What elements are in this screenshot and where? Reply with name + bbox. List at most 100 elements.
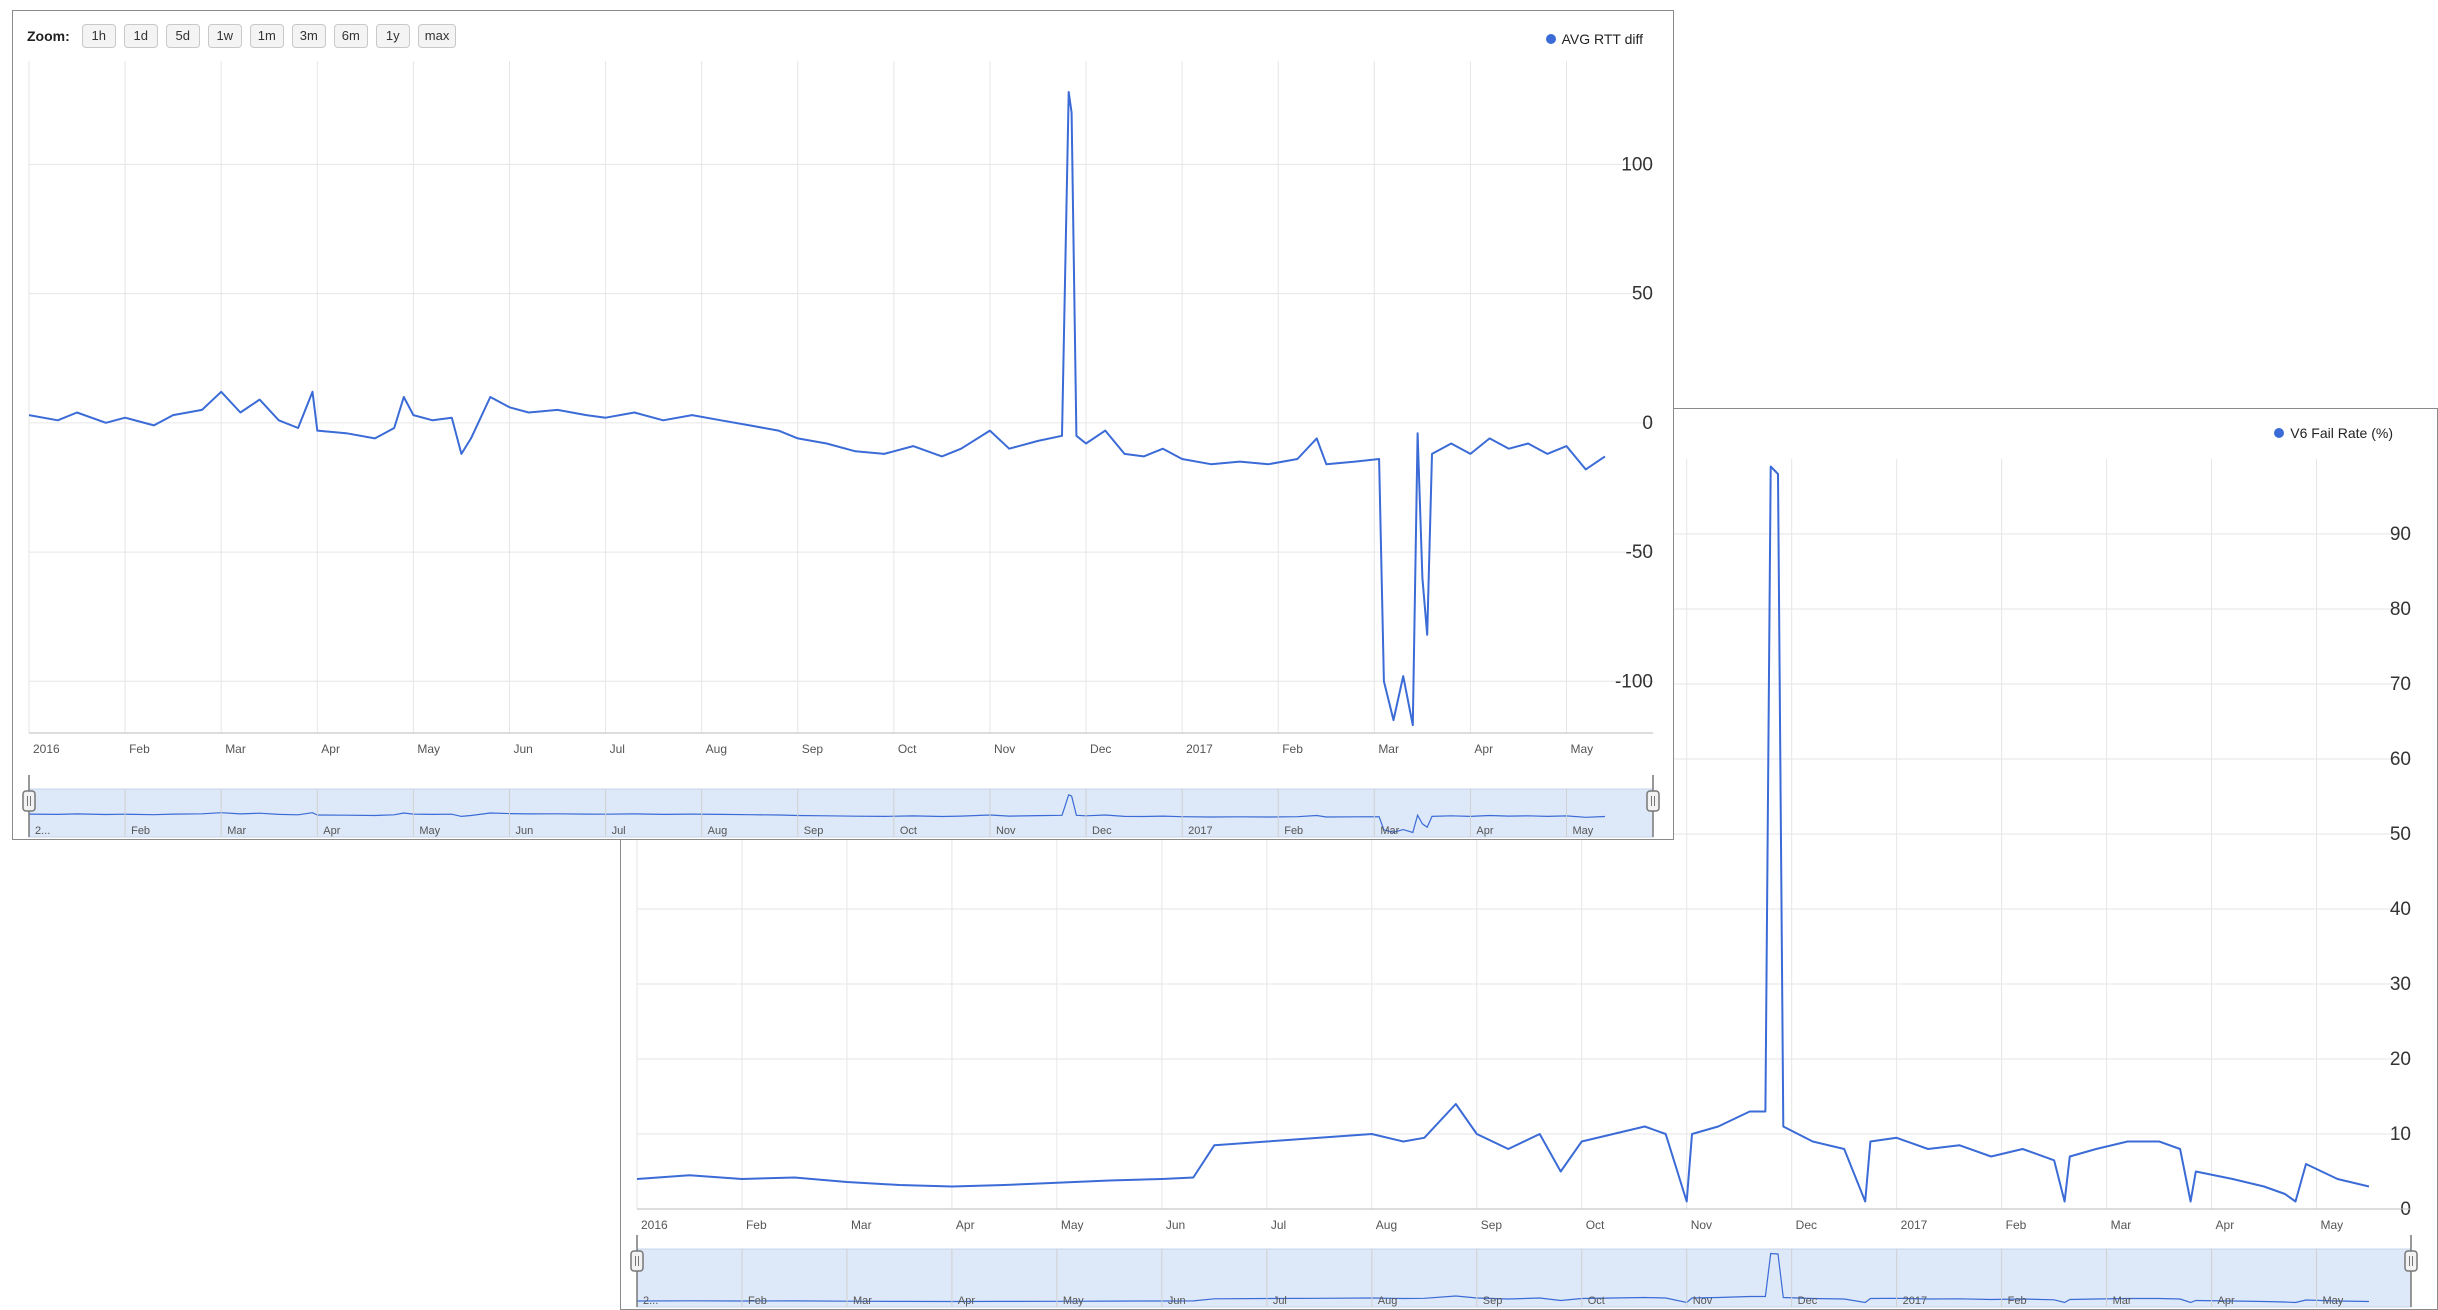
x-tick-label: Apr xyxy=(321,742,340,756)
navigator-tick-label: Apr xyxy=(323,825,340,837)
x-tick-label: Sep xyxy=(802,742,824,756)
navigator-tick-label: Oct xyxy=(1588,1295,1605,1307)
plot-area: 2016 Feb Mar Apr May Jun Jul Aug Sep Oct Nov Dec 201… xyxy=(28,61,1653,756)
zoom-button-3m[interactable]: 3m xyxy=(291,24,326,48)
y-tick-label: 80 xyxy=(2390,599,2411,620)
x-tick-label: 2017 xyxy=(1186,742,1213,756)
zoom-label: Zoom: xyxy=(27,28,70,44)
navigator-handle-right[interactable] xyxy=(2404,1235,2418,1307)
zoom-button-1d[interactable]: 1d xyxy=(123,24,158,48)
navigator-tick-label: Dec xyxy=(1092,825,1112,837)
x-tick-label: 2016 xyxy=(33,742,60,756)
navigator-tick-label: Mar xyxy=(1380,825,1399,837)
x-tick-label: May xyxy=(1571,742,1594,756)
legend-label: V6 Fail Rate (%) xyxy=(2290,425,2393,441)
zoom-button-1y[interactable]: 1y xyxy=(375,24,410,48)
navigator-tick-label: Apr xyxy=(1476,825,1493,837)
x-tick-label: Aug xyxy=(706,742,727,756)
y-tick-label: 40 xyxy=(2390,899,2411,920)
x-tick-label: Oct xyxy=(898,742,917,756)
x-tick-label: Feb xyxy=(746,1218,767,1232)
navigator-tick-label: Oct xyxy=(900,825,917,837)
x-tick-label: Apr xyxy=(1474,742,1493,756)
navigator-tick-label: May xyxy=(419,825,440,837)
series-line xyxy=(28,91,1606,727)
y-tick-label: 0 xyxy=(1642,413,1653,434)
navigator-tick-label: 2... xyxy=(35,825,50,837)
x-tick-label: Mar xyxy=(225,742,246,756)
chart-v6-fail-rate: 2016 Feb Mar Apr May Jun Jul Aug Sep Oct Nov Dec 201… xyxy=(630,459,2418,1308)
navigator-tick-label: 2... xyxy=(643,1295,658,1307)
navigator-tick-label: Nov xyxy=(1693,1295,1713,1307)
y-tick-label: 60 xyxy=(2390,749,2411,770)
x-tick-label: Feb xyxy=(129,742,150,756)
navigator-handle-right[interactable] xyxy=(1646,775,1660,837)
chart-avg-rtt-diff: 2016 Feb Mar Apr May Jun Jul Aug Sep Oct Nov Dec 201… xyxy=(22,61,1660,838)
navigator: 2... Feb Mar Apr May Jun Jul Aug Sep Oct Nov Dec 201… xyxy=(630,1235,2418,1308)
navigator-tick-label: Mar xyxy=(227,825,246,837)
navigator-tick-label: Jun xyxy=(1168,1295,1186,1307)
x-tick-label: Sep xyxy=(1481,1218,1503,1232)
navigator-tick-label: Feb xyxy=(2008,1295,2027,1307)
x-tick-label: May xyxy=(1061,1218,1084,1232)
zoom-toolbar: Zoom: 1h 1d 5d 1w 1m 3m 6m 1y max xyxy=(27,23,457,49)
legend-marker xyxy=(2274,428,2285,438)
navigator-range xyxy=(28,788,1654,838)
navigator-tick-label: Mar xyxy=(2113,1295,2132,1307)
x-tick-label: Apr xyxy=(2216,1218,2235,1232)
x-tick-label: Nov xyxy=(994,742,1015,756)
x-tick-label: Dec xyxy=(1090,742,1111,756)
legend-avg-rtt[interactable]: AVG RTT diff xyxy=(1545,31,1643,47)
legend-v6-fail-rate[interactable]: V6 Fail Rate (%) xyxy=(2274,425,2393,441)
navigator-tick-label: Feb xyxy=(1284,825,1303,837)
navigator-tick-label: Mar xyxy=(853,1295,872,1307)
y-tick-label: 70 xyxy=(2390,674,2411,695)
x-tick-label: Mar xyxy=(851,1218,872,1232)
x-tick-label: Mar xyxy=(1378,742,1399,756)
x-tick-label: 2016 xyxy=(641,1218,668,1232)
navigator-tick-label: Jun xyxy=(515,825,533,837)
x-tick-label: 2017 xyxy=(1901,1218,1928,1232)
series-line xyxy=(636,465,2370,1203)
x-tick-label: Jun xyxy=(513,742,532,756)
navigator-tick-label: May xyxy=(2323,1295,2344,1307)
y-tick-label: 100 xyxy=(1621,154,1653,175)
x-tick-label: May xyxy=(417,742,440,756)
y-tick-label: 90 xyxy=(2390,524,2411,545)
navigator-series xyxy=(636,1252,2370,1304)
navigator-tick-label: Jul xyxy=(612,825,626,837)
zoom-button-1w[interactable]: 1w xyxy=(207,24,242,48)
x-tick-label: Jul xyxy=(1271,1218,1286,1232)
legend-label: AVG RTT diff xyxy=(1561,31,1643,47)
navigator-tick-label: Jul xyxy=(1273,1295,1287,1307)
zoom-button-5d[interactable]: 5d xyxy=(165,24,200,48)
x-tick-label: Aug xyxy=(1376,1218,1397,1232)
navigator-tick-label: Feb xyxy=(131,825,150,837)
y-tick-label: 20 xyxy=(2390,1049,2411,1070)
x-tick-label: May xyxy=(2321,1218,2344,1232)
legend-marker xyxy=(1545,34,1556,44)
navigator-tick-label: Apr xyxy=(2218,1295,2235,1307)
navigator-tick-label: Sep xyxy=(804,825,824,837)
navigator-handle-left[interactable] xyxy=(630,1235,644,1307)
navigator-tick-label: May xyxy=(1573,825,1594,837)
navigator-handle-left[interactable] xyxy=(22,775,36,837)
navigator-series xyxy=(28,793,1606,834)
x-tick-label: Feb xyxy=(2006,1218,2027,1232)
navigator-tick-label: 2017 xyxy=(1903,1295,1927,1307)
navigator-tick-label: Feb xyxy=(748,1295,767,1307)
zoom-button-6m[interactable]: 6m xyxy=(333,24,368,48)
navigator-tick-label: Aug xyxy=(1378,1295,1398,1307)
y-tick-label: -100 xyxy=(1615,671,1653,692)
x-tick-label: Dec xyxy=(1796,1218,1817,1232)
navigator-range xyxy=(636,1248,2412,1308)
x-tick-label: Jun xyxy=(1166,1218,1185,1232)
zoom-button-1h[interactable]: 1h xyxy=(81,24,116,48)
y-tick-label: 30 xyxy=(2390,974,2411,995)
zoom-button-1m[interactable]: 1m xyxy=(249,24,284,48)
navigator-tick-label: May xyxy=(1063,1295,1084,1307)
zoom-button-max[interactable]: max xyxy=(417,24,457,48)
y-tick-label: 50 xyxy=(2390,824,2411,845)
x-tick-label: Nov xyxy=(1691,1218,1712,1232)
navigator: 2... Feb Mar Apr May Jun Jul Aug Sep Oct Nov Dec 201… xyxy=(22,775,1660,838)
